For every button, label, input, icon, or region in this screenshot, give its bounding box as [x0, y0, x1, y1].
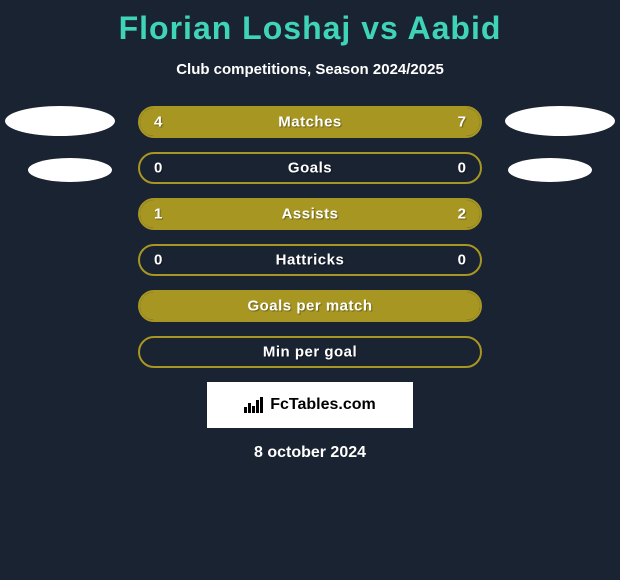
stat-bar-row: 00Hattricks [138, 244, 482, 276]
team-badge-right [508, 158, 592, 182]
stat-bar-row: 00Goals [138, 152, 482, 184]
stat-label: Goals [140, 160, 480, 177]
chart-icon [244, 397, 264, 413]
stats-area: 47Matches 00Goals 12Assists 00Hattricks Goal… [0, 106, 620, 368]
watermark-badge: FcTables.com [207, 382, 413, 428]
stat-bars: 47Matches 00Goals 12Assists 00Hattricks Goal… [138, 106, 482, 368]
comparison-subtitle: Club competitions, Season 2024/2025 [0, 61, 620, 78]
stat-label: Goals per match [140, 298, 480, 315]
stat-label: Matches [140, 114, 480, 131]
date-stamp: 8 october 2024 [0, 444, 620, 462]
stat-bar-row: 47Matches [138, 106, 482, 138]
player-photo-left-large [5, 106, 115, 136]
stat-bar-row: Min per goal [138, 336, 482, 368]
watermark-text: FcTables.com [270, 396, 376, 414]
stat-label: Assists [140, 206, 480, 223]
player-photo-right-large [505, 106, 615, 136]
stat-label: Min per goal [140, 344, 480, 361]
stat-bar-row: 12Assists [138, 198, 482, 230]
stat-bar-row: Goals per match [138, 290, 482, 322]
stat-label: Hattricks [140, 252, 480, 269]
team-badge-left [28, 158, 112, 182]
comparison-title: Florian Loshaj vs Aabid [0, 0, 620, 47]
